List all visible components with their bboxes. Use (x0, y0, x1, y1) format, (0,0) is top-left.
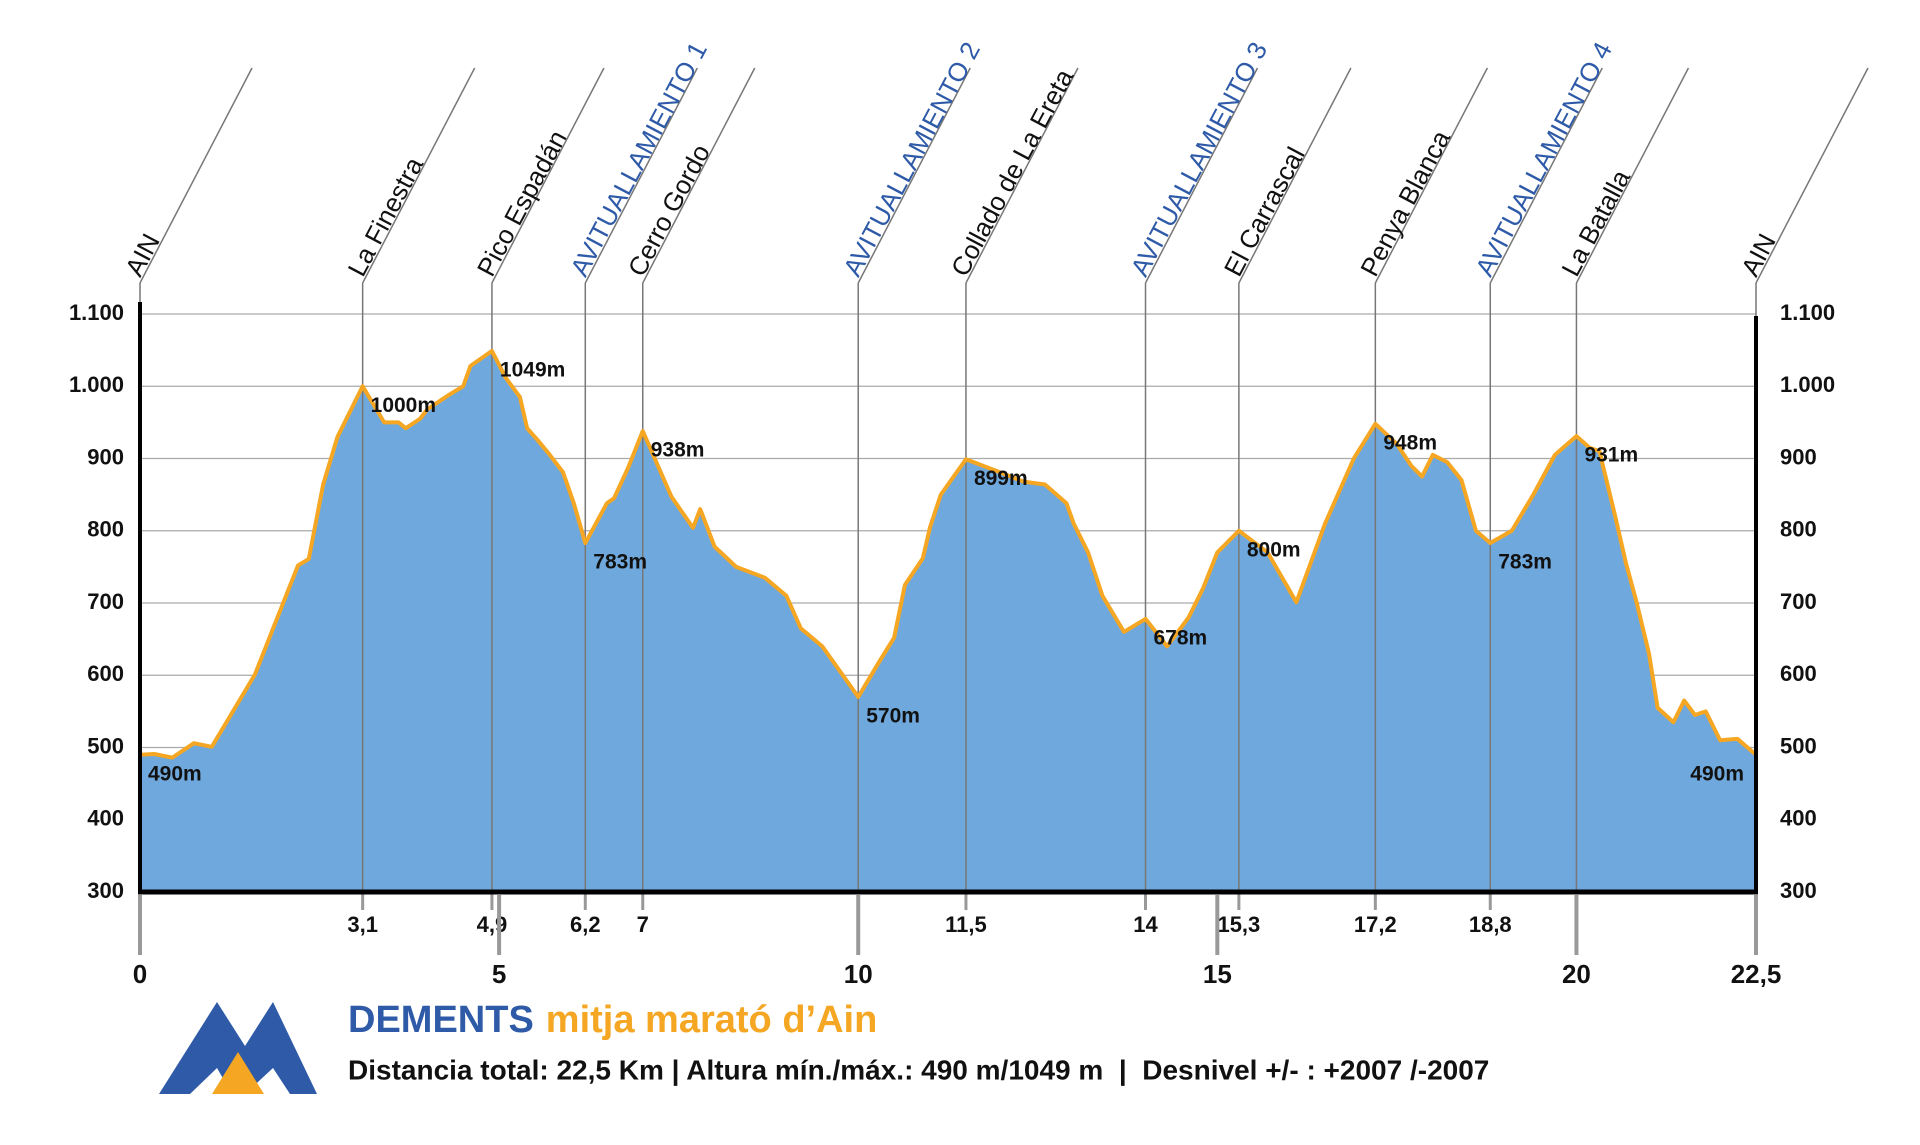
x-minor-tick-label: 18,8 (1469, 912, 1512, 937)
logo-mountains (159, 1002, 317, 1094)
value-label: 490m (1690, 762, 1744, 785)
logo (159, 1002, 317, 1094)
subtitle: Distancia total: 22,5 Km | Altura mín./m… (348, 1054, 1489, 1085)
y-tick-label: 400 (87, 806, 124, 831)
y2-tick-label: 800 (1780, 517, 1817, 542)
value-label: 570m (866, 704, 920, 727)
waypoint-leader (1144, 67, 1259, 284)
waypoint-label: AIN (119, 229, 166, 281)
value-label: 490m (148, 762, 202, 785)
value-label: 931m (1584, 444, 1638, 467)
y-tick-label: 800 (87, 517, 124, 542)
x-tick-label: 10 (844, 959, 873, 989)
value-label: 783m (1498, 551, 1552, 574)
y-tick-label: 900 (87, 444, 124, 469)
chart-title: DEMENTS mitja marató d’Ain (348, 999, 877, 1041)
waypoint-leader (584, 67, 698, 284)
waypoint-label: Penya Blanca (1354, 125, 1456, 281)
value-label: 1000m (371, 394, 436, 417)
waypoint-leader (1238, 67, 1352, 284)
profile-line (139, 348, 1758, 760)
x-minor-tick-label: 6,2 (570, 912, 601, 937)
value-label: 1049m (500, 358, 565, 381)
title-suffix: mitja marató d’Ain (546, 999, 878, 1041)
x-tick-label: 20 (1562, 959, 1591, 989)
waypoint-label: El Carrascal (1218, 142, 1311, 281)
waypoint-leader (1374, 67, 1489, 284)
y2-tick-label: 300 (1780, 878, 1817, 903)
value-label: 800m (1247, 538, 1301, 561)
x-tick-label: 5 (492, 959, 506, 989)
x-minor-tick-label: 14 (1133, 912, 1158, 937)
x-tick-label: 0 (133, 959, 147, 989)
y-tick-label: 600 (87, 661, 124, 686)
waypoint-leader (965, 67, 1079, 284)
x-minor-tick-label: 15,3 (1217, 912, 1260, 937)
x-tick-label: 15 (1203, 959, 1232, 989)
y-tick-label: 700 (87, 589, 124, 614)
waypoint-leader (1755, 67, 1869, 284)
waypoint-label: La Finestra (342, 152, 430, 281)
waypoint-leader (857, 67, 971, 284)
x-minor-tick-label: 17,2 (1354, 912, 1397, 937)
waypoint-label: AIN (1735, 229, 1782, 281)
waypoint-leader (1575, 67, 1690, 284)
x-minor-tick-label: 11,5 (945, 912, 987, 937)
y2-tick-label: 1.000 (1780, 372, 1835, 397)
value-label: 783m (593, 551, 647, 574)
y2-tick-label: 600 (1780, 661, 1817, 686)
waypoint-leader (1489, 67, 1603, 284)
y-tick-label: 500 (87, 733, 124, 758)
y2-tick-label: 500 (1780, 733, 1817, 758)
y-tick-label: 1.100 (69, 300, 124, 325)
y2-tick-label: 900 (1780, 444, 1817, 469)
waypoint-label: Collado de La Ereta (945, 64, 1080, 281)
y-tick-label: 1.000 (69, 372, 124, 397)
x-minor-tick-label: 4,9 (477, 912, 508, 937)
value-label: 678m (1154, 626, 1208, 649)
value-label: 948m (1383, 431, 1437, 454)
y2-tick-label: 1.100 (1780, 300, 1835, 325)
waypoint-leader (139, 67, 253, 284)
waypoint-label: Pico Espadán (471, 125, 573, 281)
waypoint-label: La Batalla (1555, 164, 1636, 281)
y-tick-label: 300 (87, 878, 124, 903)
logo-peak (212, 1052, 264, 1094)
x-minor-tick-label: 3,1 (347, 912, 378, 937)
y2-tick-label: 700 (1780, 589, 1817, 614)
x-tick-label: 22,5 (1731, 959, 1782, 989)
waypoint-leader (491, 67, 605, 284)
value-label: 899m (974, 467, 1028, 490)
value-label: 938m (651, 439, 705, 462)
waypoint-leader (361, 67, 476, 284)
x-minor-tick-label: 7 (637, 912, 649, 937)
area (140, 350, 1756, 892)
waypoint-leader (642, 67, 756, 284)
title-main: DEMENTS (348, 999, 534, 1041)
y2-tick-label: 400 (1780, 806, 1817, 831)
